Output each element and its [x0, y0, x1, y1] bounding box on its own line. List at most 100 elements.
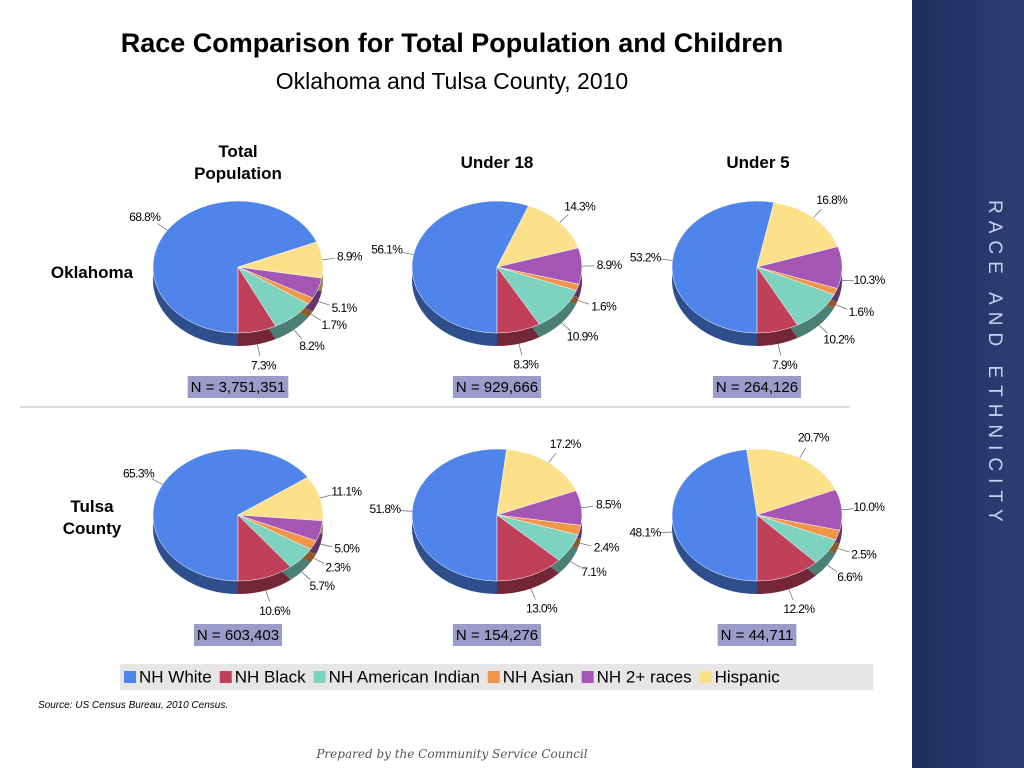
leader-line — [581, 506, 594, 509]
data-label: 8.3% — [513, 358, 539, 372]
pie-slice — [746, 448, 836, 516]
pie-slice — [756, 514, 817, 582]
pie-slice — [237, 266, 277, 334]
data-label: 5.1% — [332, 301, 358, 315]
legend-label: NH White — [139, 667, 212, 686]
data-label: 53.2% — [630, 250, 662, 264]
data-label: 51.8% — [369, 502, 401, 516]
column-header: Under 5 — [726, 153, 790, 172]
leader-line — [837, 547, 850, 553]
data-label: 1.6% — [591, 300, 617, 314]
leader-line — [265, 590, 271, 602]
data-label: 20.7% — [798, 431, 830, 445]
data-label: 13.0% — [526, 601, 558, 615]
pie-slice — [756, 202, 839, 268]
data-label: 5.0% — [334, 542, 360, 556]
title: Race Comparison for Total Population and… — [120, 28, 784, 58]
pie-slice — [496, 514, 560, 582]
n-box — [187, 376, 289, 398]
data-label: 12.2% — [783, 602, 815, 616]
row-header: Oklahoma — [50, 263, 134, 282]
legend-swatch — [699, 671, 712, 683]
leader-line — [518, 343, 523, 356]
legend-swatch — [219, 671, 232, 683]
pie-slice — [756, 266, 798, 334]
legend-label: Hispanic — [715, 667, 781, 686]
data-label: 10.2% — [823, 333, 855, 347]
leader-line — [548, 452, 557, 463]
data-label: 1.6% — [849, 305, 875, 319]
data-label: 2.5% — [851, 547, 877, 561]
data-label: 68.8% — [129, 210, 161, 224]
n-box — [717, 624, 797, 646]
legend-swatch — [313, 671, 326, 683]
data-label: 48.1% — [629, 526, 661, 540]
leader-line — [157, 223, 168, 231]
data-label: 56.1% — [371, 242, 403, 256]
pie-slice — [671, 449, 758, 582]
data-label: 1.7% — [322, 318, 348, 332]
leader-line — [256, 344, 261, 356]
source: Source: US Census Bureau, 2010 Census. — [38, 700, 229, 711]
legend-label: NH Asian — [503, 667, 574, 686]
legend-label: NH 2+ races — [597, 667, 692, 686]
pie-slice — [152, 448, 309, 582]
data-label: 10.9% — [567, 330, 599, 344]
leader-line — [570, 561, 581, 568]
data-label: 2.3% — [325, 561, 351, 575]
leader-line — [322, 258, 335, 261]
legend-swatch — [487, 671, 500, 683]
leader-line — [818, 324, 828, 334]
data-label: 7.9% — [772, 358, 798, 372]
leader-line — [559, 214, 569, 223]
data-label: 7.3% — [251, 358, 277, 372]
leader-line — [293, 329, 302, 339]
leader-line — [799, 447, 807, 459]
data-label: 7.1% — [581, 565, 607, 579]
pie-slice — [152, 200, 317, 334]
n-box — [452, 624, 542, 646]
data-label: 8.9% — [337, 249, 363, 263]
n-box — [193, 624, 283, 646]
footer: Prepared by the Community Service Counci… — [316, 747, 588, 761]
legend-swatch — [581, 671, 594, 683]
data-label: 8.2% — [299, 339, 325, 353]
n-label: N = 264,126 — [716, 379, 798, 396]
sidebar — [912, 0, 1024, 768]
leader-line — [788, 589, 794, 601]
n-label: N = 603,403 — [197, 627, 279, 644]
leader-line — [530, 588, 536, 600]
n-label: N = 3,751,351 — [191, 379, 286, 396]
column-header: Under 18 — [460, 153, 534, 172]
n-label: N = 154,276 — [456, 627, 538, 644]
n-label: N = 44,711 — [721, 627, 794, 644]
data-label: 17.2% — [550, 437, 582, 451]
leader-line — [310, 313, 322, 321]
leader-line — [313, 557, 325, 564]
legend-label: NH Black — [235, 667, 306, 686]
leader-line — [835, 304, 848, 310]
data-label: 5.7% — [309, 579, 335, 593]
n-box — [452, 376, 542, 398]
leader-line — [777, 343, 782, 356]
leader-line — [827, 564, 838, 573]
pie-slice — [411, 200, 529, 334]
data-label: 16.8% — [816, 193, 848, 207]
leader-line — [151, 478, 163, 485]
legend-label: NH American Indian — [329, 667, 480, 686]
subtitle: Oklahoma and Tulsa County, 2010 — [275, 68, 629, 94]
leader-line — [660, 531, 673, 534]
pie-slice — [411, 448, 507, 582]
pie-slice — [496, 266, 540, 334]
data-label: 14.3% — [564, 199, 596, 213]
data-label: 10.6% — [259, 604, 291, 618]
leader-line — [577, 300, 590, 305]
leader-line — [301, 571, 311, 580]
leader-line — [841, 508, 854, 511]
pie-slice — [671, 200, 775, 334]
data-label: 2.4% — [594, 541, 620, 555]
leader-line — [813, 208, 822, 219]
leader-line — [320, 543, 333, 548]
